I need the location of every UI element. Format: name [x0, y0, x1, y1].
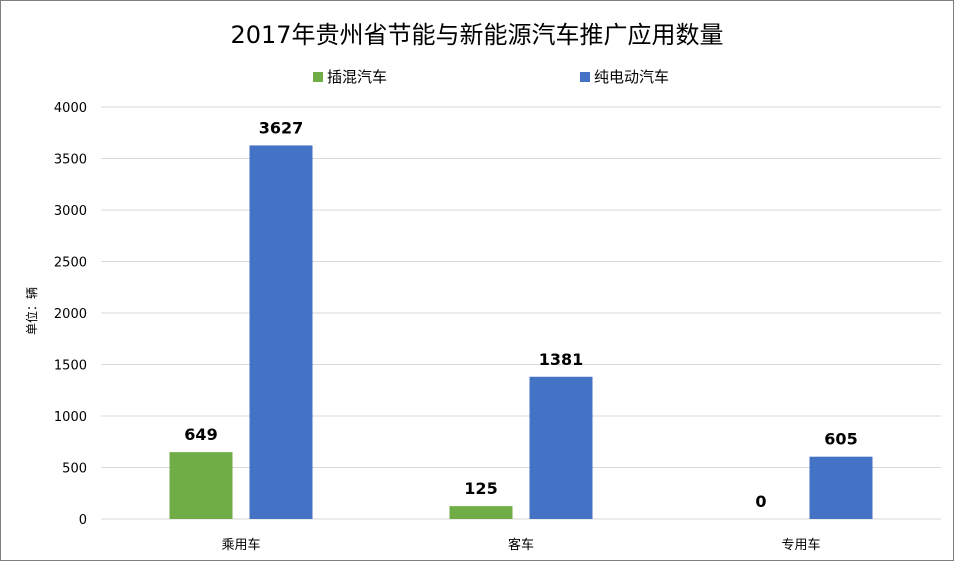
legend: 插混汽车 纯电动汽车 — [313, 68, 669, 86]
data-label: 649 — [184, 425, 217, 444]
y-tick-label: 0 — [79, 513, 87, 528]
bar-bev — [529, 376, 593, 519]
legend-swatch — [580, 72, 590, 82]
data-label: 1381 — [539, 350, 584, 369]
data-label: 125 — [464, 479, 497, 498]
chart-title: 2017年贵州省节能与新能源汽车推广应用数量 — [230, 21, 723, 49]
data-label: 0 — [755, 492, 766, 511]
bar-bev — [249, 145, 313, 519]
bar-phev — [449, 506, 513, 519]
legend-swatch — [313, 72, 323, 82]
y-tick-label: 3500 — [54, 153, 87, 168]
data-label: 605 — [824, 430, 857, 449]
x-tick-label: 专用车 — [781, 537, 820, 553]
y-axis-label: 单位：辆 — [24, 287, 39, 335]
y-tick-label: 4000 — [54, 101, 87, 116]
y-tick-label: 1500 — [54, 359, 87, 374]
y-tick-label: 2000 — [54, 307, 87, 322]
x-tick-label: 乘用车 — [221, 537, 260, 553]
legend-label: 纯电动汽车 — [594, 68, 669, 86]
y-tick-label: 3000 — [54, 204, 87, 219]
y-tick-label: 500 — [62, 462, 87, 477]
x-tick-label: 客车 — [508, 537, 534, 553]
data-label: 3627 — [259, 118, 304, 137]
y-tick-label: 2500 — [54, 256, 87, 271]
legend-label: 插混汽车 — [327, 68, 387, 86]
bar-phev — [169, 452, 233, 519]
y-tick-label: 1000 — [54, 410, 87, 425]
bar-bev — [809, 456, 873, 519]
